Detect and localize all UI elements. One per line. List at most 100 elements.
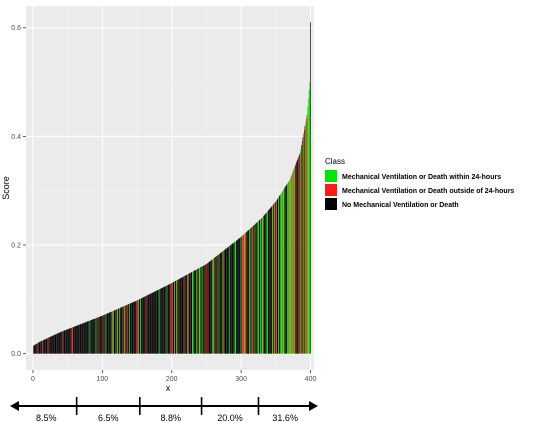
bar-outside-24h	[71, 327, 73, 354]
bar-no-ventilation	[258, 220, 260, 354]
bar-no-ventilation	[101, 315, 102, 354]
bar-no-ventilation	[77, 325, 78, 354]
bar-no-ventilation	[176, 280, 178, 354]
segment-label: 31.6%	[272, 413, 298, 422]
bar-no-ventilation	[50, 336, 52, 354]
bar-no-ventilation	[59, 332, 61, 354]
bar-no-ventilation	[120, 307, 121, 354]
bar-within-24h	[213, 258, 215, 354]
legend-label-no-ventilation: No Mechanical Ventilation or Death	[342, 202, 459, 209]
bar-no-ventilation	[165, 286, 166, 354]
bar-no-ventilation	[235, 240, 237, 354]
bar-no-ventilation	[101, 315, 103, 354]
bar-no-ventilation	[145, 296, 146, 354]
bar-within-24h	[196, 269, 198, 354]
bar-no-ventilation	[58, 332, 60, 354]
bar-within-24h	[223, 250, 225, 354]
bar-no-ventilation	[185, 275, 187, 354]
bar-no-ventilation	[233, 242, 234, 354]
bar-no-ventilation	[226, 247, 228, 354]
bar-no-ventilation	[36, 343, 38, 354]
bar-no-ventilation	[75, 325, 77, 354]
bar-outside-24h	[306, 118, 307, 354]
bar-no-ventilation	[123, 306, 125, 354]
bar-within-24h	[283, 188, 285, 354]
bar-no-ventilation	[76, 325, 77, 354]
bar-no-ventilation	[108, 312, 110, 354]
bar-outside-24h	[298, 156, 300, 354]
bar-no-ventilation	[134, 301, 136, 354]
bar-no-ventilation	[189, 273, 191, 354]
bar-no-ventilation	[207, 262, 209, 354]
bar-outside-24h	[252, 226, 254, 354]
bar-no-ventilation	[181, 277, 183, 354]
segment-label: 8.8%	[160, 413, 181, 422]
bar-no-ventilation	[83, 322, 85, 354]
bar-no-ventilation	[267, 210, 269, 354]
bar-within-24h	[95, 318, 97, 354]
bar-no-ventilation	[128, 304, 130, 354]
bar-outside-24h	[243, 234, 245, 354]
bar-no-ventilation	[168, 284, 170, 354]
bar-no-ventilation	[122, 306, 123, 354]
bar-no-ventilation	[106, 313, 108, 354]
bar-outside-24h	[242, 234, 244, 354]
bar-within-24h	[192, 271, 193, 354]
bar-no-ventilation	[274, 202, 276, 354]
bar-no-ventilation	[232, 243, 234, 354]
bar-no-ventilation	[51, 336, 53, 354]
bar-no-ventilation	[129, 303, 131, 354]
bar-outside-24h	[177, 279, 179, 354]
bar-no-ventilation	[64, 330, 66, 354]
bar-no-ventilation	[296, 161, 297, 354]
bar-no-ventilation	[160, 288, 162, 354]
bar-no-ventilation	[40, 341, 41, 354]
bar-no-ventilation	[156, 290, 158, 354]
bar-no-ventilation	[97, 317, 98, 354]
bar-no-ventilation	[135, 301, 136, 354]
bar-outside-24h	[292, 172, 293, 354]
bar-no-ventilation	[56, 333, 57, 354]
bar-no-ventilation	[157, 290, 159, 354]
bar-no-ventilation	[36, 343, 37, 354]
bar-no-ventilation	[217, 254, 219, 354]
bar-no-ventilation	[224, 249, 225, 354]
bar-no-ventilation	[156, 290, 157, 354]
bar-no-ventilation	[208, 261, 210, 354]
bar-no-ventilation	[133, 301, 135, 354]
bar-outside-24h	[125, 305, 127, 354]
bar-no-ventilation	[63, 330, 64, 354]
bar-no-ventilation	[56, 333, 58, 354]
bar-no-ventilation	[247, 230, 249, 354]
bar-no-ventilation	[195, 269, 197, 354]
bar-outside-24h	[303, 133, 304, 354]
bar-no-ventilation	[270, 207, 272, 354]
bar-no-ventilation	[103, 315, 105, 354]
bar-no-ventilation	[271, 206, 272, 354]
bar-outside-24h	[245, 232, 247, 354]
bar-no-ventilation	[144, 296, 145, 354]
x-tick-label: 100	[96, 376, 108, 383]
bar-outside-24h	[290, 176, 292, 354]
y-tick-label: 0.0	[11, 351, 21, 358]
bar-within-24h	[291, 174, 293, 354]
bar-outside-24h	[136, 300, 137, 354]
bar-no-ventilation	[178, 279, 180, 354]
bar-no-ventilation	[273, 204, 275, 354]
bar-within-24h	[281, 191, 283, 354]
bar-within-24h	[158, 289, 160, 354]
bar-no-ventilation	[46, 338, 48, 354]
segment-label: 20.0%	[217, 413, 243, 422]
bar-no-ventilation	[239, 237, 241, 354]
bar-no-ventilation	[194, 270, 196, 354]
bar-no-ventilation	[43, 339, 45, 354]
right-arrow-icon	[309, 401, 318, 411]
bar-no-ventilation	[74, 326, 76, 354]
bar-no-ventilation	[225, 248, 227, 354]
bar-no-ventilation	[197, 269, 198, 354]
bar-no-ventilation	[286, 184, 288, 354]
bar-outside-24h	[299, 152, 301, 354]
bar-no-ventilation	[120, 307, 122, 354]
bar-no-ventilation	[285, 185, 287, 354]
bar-no-ventilation	[227, 247, 229, 354]
